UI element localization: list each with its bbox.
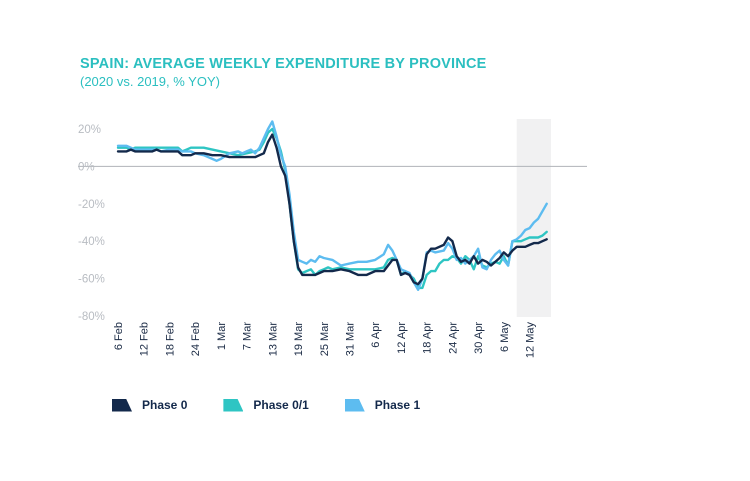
shaded-region: [516, 119, 551, 317]
x-tick-label: 24 Apr: [447, 322, 459, 354]
x-tick-label: 24 Feb: [190, 322, 202, 356]
x-tick-label: 12 May: [525, 322, 537, 359]
x-tick-label: 6 Feb: [113, 322, 125, 350]
legend-label-phase-1: Phase 1: [374, 398, 421, 412]
x-tick-label: 19 Mar: [293, 322, 305, 357]
legend-label-phase-0: Phase 0: [142, 398, 188, 412]
series-line-phase-1: [116, 120, 548, 291]
legend-swatch-phase-1: [344, 398, 365, 412]
x-tick-label: 12 Feb: [139, 322, 151, 356]
x-tick-label: 18 Feb: [164, 322, 176, 356]
y-tick-label: 20%: [78, 124, 101, 136]
x-tick-label: 6 May: [499, 322, 511, 352]
x-tick-label: 7 Mar: [242, 322, 254, 350]
y-tick-label: -40%: [78, 236, 105, 248]
x-tick-label: 13 Mar: [267, 322, 279, 357]
series-line-phase-0: [116, 133, 548, 286]
legend-swatch-phase-0: [112, 398, 132, 412]
chart-legend: Phase 0 Phase 0/1 Phase 1: [112, 398, 456, 412]
x-tick-label: 12 Apr: [396, 322, 408, 354]
legend-swatch-phase-0-1: [223, 398, 244, 412]
legend-item-phase-0: Phase 0: [112, 398, 187, 412]
y-tick-label: 0%: [78, 161, 95, 173]
legend-item-phase-0-1: Phase 0/1: [223, 398, 309, 412]
x-tick-label: 25 Mar: [319, 322, 331, 357]
legend-item-phase-1: Phase 1: [344, 398, 421, 412]
chart-title: SPAIN: AVERAGE WEEKLY EXPENDITURE BY PRO…: [80, 56, 487, 72]
y-tick-label: -80%: [78, 311, 105, 323]
y-tick-label: -20%: [78, 199, 105, 211]
y-tick-label: -60%: [78, 274, 105, 286]
x-tick-label: 1 Mar: [216, 322, 228, 350]
x-tick-label: 30 Apr: [473, 322, 485, 354]
legend-label-phase-0-1: Phase 0/1: [253, 398, 309, 412]
x-tick-label: 18 Apr: [422, 322, 434, 354]
chart-subtitle: (2020 vs. 2019, % YOY): [80, 74, 220, 89]
x-tick-label: 31 Mar: [345, 322, 357, 357]
x-tick-label: 6 Apr: [370, 322, 382, 348]
